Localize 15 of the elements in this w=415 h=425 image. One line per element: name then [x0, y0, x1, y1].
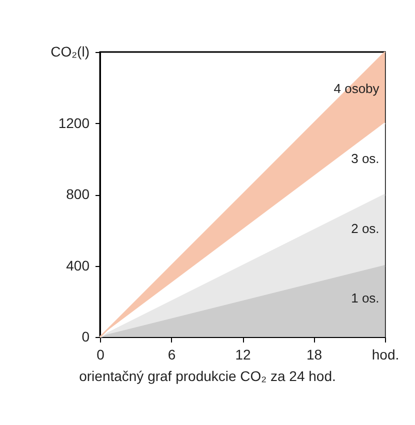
y-tick-label: 800 — [66, 186, 90, 202]
x-tick-label: hod. — [372, 346, 400, 362]
x-tick-label: 0 — [96, 346, 105, 362]
y-tick-label: 0 — [82, 328, 90, 344]
series-label: 1 os. — [351, 290, 380, 306]
x-tick-label: 18 — [306, 346, 322, 362]
series-label: 4 osoby — [334, 81, 380, 96]
y-tick-label: 400 — [66, 257, 90, 274]
text: orientačný graf produkcie CO₂ za 24 hod. — [78, 368, 337, 384]
x-tick-label: 12 — [235, 346, 251, 362]
y-tick-label: 1200 — [58, 114, 90, 131]
x-tick-label: 6 — [168, 346, 176, 362]
series-label: 2 os. — [351, 220, 380, 236]
y-tick-label: CO₂(l) — [50, 44, 90, 60]
series-label: 3 os. — [351, 150, 380, 166]
